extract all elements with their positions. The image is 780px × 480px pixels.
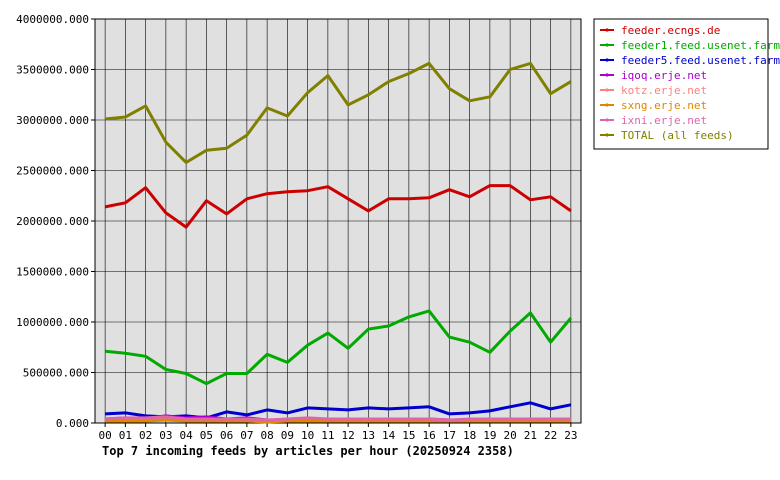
y-tick-label: 2000000.000 — [16, 215, 89, 228]
x-tick-label: 02 — [139, 429, 152, 442]
x-tick-label: 06 — [220, 429, 233, 442]
legend: feeder.ecngs.de feeder1.feed.usenet.farm f… — [593, 18, 780, 150]
legend-label: ixni.erje.net — [621, 114, 707, 127]
x-tick-label: 08 — [261, 429, 274, 442]
y-tick-label: 3000000.000 — [16, 114, 89, 127]
legend-label: feeder5.feed.usenet.farm — [621, 54, 780, 67]
legend-marker — [605, 103, 609, 107]
y-tick-label: 3500000.000 — [16, 64, 89, 77]
x-tick-label: 10 — [301, 429, 314, 442]
x-tick-label: 22 — [544, 429, 557, 442]
x-tick-label: 14 — [382, 429, 396, 442]
y-tick-label: 500000.000 — [23, 367, 89, 380]
legend-label: TOTAL (all feeds) — [621, 129, 734, 142]
legend-marker — [605, 58, 609, 62]
x-tick-label: 03 — [159, 429, 172, 442]
y-tick-label: 1000000.000 — [16, 316, 89, 329]
x-tick-label: 13 — [362, 429, 375, 442]
x-tick-label: 04 — [180, 429, 194, 442]
x-tick-label: 15 — [402, 429, 415, 442]
legend-label: feeder.ecngs.de — [621, 24, 720, 37]
y-tick-label: 1500000.000 — [16, 266, 89, 279]
legend-marker — [605, 118, 609, 122]
legend-label: sxng.erje.net — [621, 99, 707, 112]
legend-box — [593, 18, 769, 150]
series-line-0 — [104, 184, 572, 229]
y-tick-label: 0.000 — [56, 417, 89, 430]
legend-label: kotz.erje.net — [621, 84, 707, 97]
x-tick-label: 12 — [342, 429, 355, 442]
x-tick-label: 21 — [524, 429, 537, 442]
x-tick-label: 05 — [200, 429, 213, 442]
series-line-6 — [105, 415, 571, 422]
y-tick-label: 2500000.000 — [16, 165, 89, 178]
series-lines — [104, 61, 573, 424]
x-tick-label: 19 — [483, 429, 496, 442]
legend-marker — [605, 73, 609, 77]
legend-items: feeder.ecngs.de feeder1.feed.usenet.farm f… — [600, 24, 780, 142]
legend-marker — [605, 43, 609, 47]
x-tick-label: 18 — [463, 429, 476, 442]
legend-label: feeder1.feed.usenet.farm — [621, 39, 780, 52]
y-tick-label: 4000000.000 — [16, 13, 89, 26]
legend-marker — [605, 28, 609, 32]
x-tick-label: 09 — [281, 429, 294, 442]
chart-title: Top 7 incoming feeds by articles per hou… — [102, 444, 514, 458]
x-tick-label: 11 — [321, 429, 334, 442]
series-line-1 — [104, 309, 573, 386]
y-axis-ticks: 0.000 500000.000 1000000.000 1500000.000 200… — [16, 13, 95, 430]
x-tick-label: 07 — [240, 429, 253, 442]
x-tick-label: 00 — [99, 429, 112, 442]
legend-label: iqoq.erje.net — [621, 69, 707, 82]
x-tick-label: 17 — [443, 429, 456, 442]
series-line-5 — [105, 418, 571, 424]
grid-lines — [95, 18, 581, 424]
x-axis-ticks: 00 01 02 03 04 05 06 07 08 09 10 11 12 13 14 15 16 17 18 19… — [99, 423, 578, 442]
legend-marker — [605, 88, 609, 92]
x-tick-label: 01 — [119, 429, 132, 442]
x-tick-label: 20 — [504, 429, 517, 442]
series-line-7 — [104, 61, 572, 164]
x-tick-label: 23 — [564, 429, 577, 442]
legend-marker — [605, 133, 609, 137]
x-tick-label: 16 — [423, 429, 436, 442]
